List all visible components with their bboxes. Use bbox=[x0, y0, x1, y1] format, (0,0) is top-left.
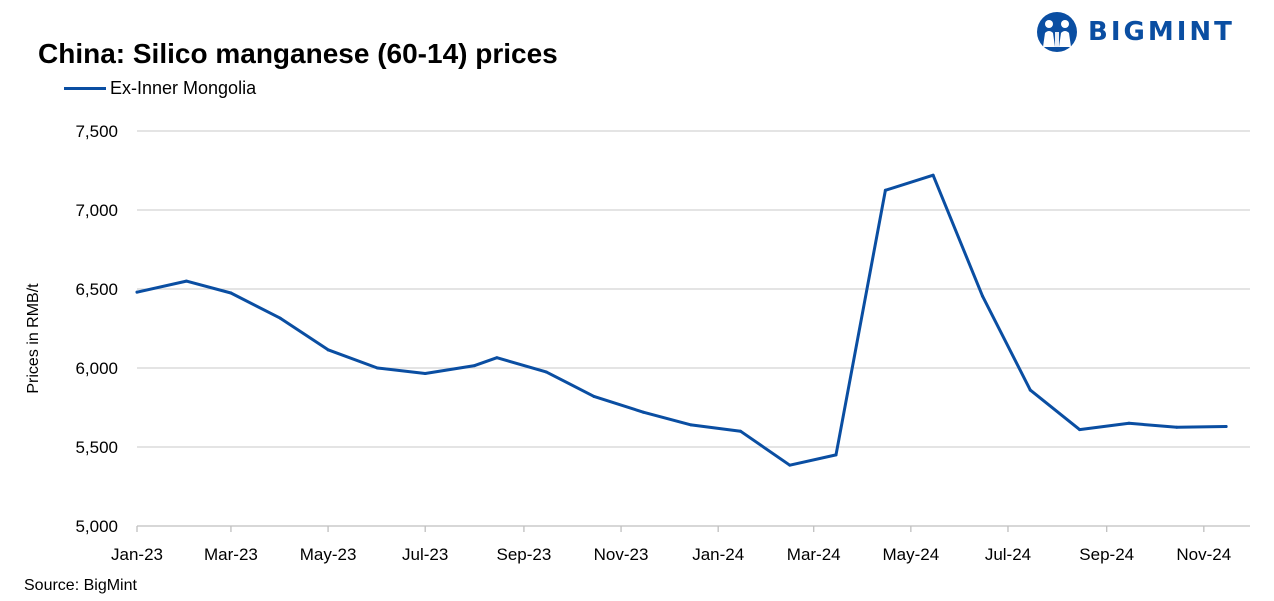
x-tick-label: Jul-23 bbox=[402, 545, 448, 564]
data-point bbox=[883, 188, 887, 192]
bigmint-people-icon bbox=[1037, 12, 1077, 52]
data-point bbox=[1028, 388, 1032, 392]
x-tick-label: Jan-23 bbox=[111, 545, 163, 564]
data-point bbox=[1127, 421, 1131, 425]
y-tick-label: 5,500 bbox=[75, 438, 118, 457]
data-point bbox=[1078, 428, 1082, 432]
legend-label: Ex-Inner Mongolia bbox=[110, 77, 257, 98]
x-tick-label: Nov-24 bbox=[1176, 545, 1231, 564]
data-point bbox=[375, 366, 379, 370]
data-point bbox=[1175, 425, 1179, 429]
x-tick-label: May-24 bbox=[883, 545, 940, 564]
brand-name: BIGMINT bbox=[1088, 17, 1235, 47]
x-tick-label: Sep-24 bbox=[1079, 545, 1134, 564]
data-point bbox=[980, 294, 984, 298]
brand-logo: BIGMINT bbox=[1036, 11, 1235, 53]
data-point bbox=[1224, 424, 1228, 428]
data-point bbox=[689, 423, 693, 427]
data-point bbox=[931, 173, 935, 177]
x-tick-label: May-23 bbox=[300, 545, 357, 564]
legend-line-swatch bbox=[64, 86, 106, 90]
x-tick-label: Mar-24 bbox=[787, 545, 841, 564]
data-point bbox=[473, 364, 477, 368]
x-tick-label: Jul-24 bbox=[985, 545, 1031, 564]
data-point bbox=[184, 279, 188, 283]
data-point bbox=[229, 291, 233, 295]
data-point bbox=[834, 453, 838, 457]
data-point bbox=[592, 394, 596, 398]
chart-title: China: Silico manganese (60-14) prices bbox=[38, 38, 558, 69]
x-tick-label: Sep-23 bbox=[497, 545, 552, 564]
data-point bbox=[641, 410, 645, 414]
series-line-ex-inner-mongolia bbox=[135, 173, 1228, 467]
y-tick-label: 5,000 bbox=[75, 517, 118, 536]
data-point bbox=[788, 463, 792, 467]
data-point bbox=[423, 372, 427, 376]
x-tick-label: Jan-24 bbox=[692, 545, 744, 564]
y-tick-label: 7,500 bbox=[75, 122, 118, 141]
y-axis-label: Prices in RMB/t bbox=[25, 283, 42, 394]
y-tick-label: 7,000 bbox=[75, 201, 118, 220]
y-tick-label: 6,500 bbox=[75, 280, 118, 299]
data-point bbox=[495, 356, 499, 360]
data-point bbox=[278, 316, 282, 320]
source-note: Source: BigMint bbox=[24, 577, 137, 594]
legend: Ex-Inner Mongolia bbox=[64, 77, 256, 99]
data-point bbox=[326, 348, 330, 352]
data-point bbox=[544, 370, 548, 374]
data-point bbox=[135, 290, 139, 294]
x-tick-label: Nov-23 bbox=[594, 545, 649, 564]
data-point bbox=[738, 429, 742, 433]
x-tick-label: Mar-23 bbox=[204, 545, 258, 564]
y-tick-label: 6,000 bbox=[75, 359, 118, 378]
